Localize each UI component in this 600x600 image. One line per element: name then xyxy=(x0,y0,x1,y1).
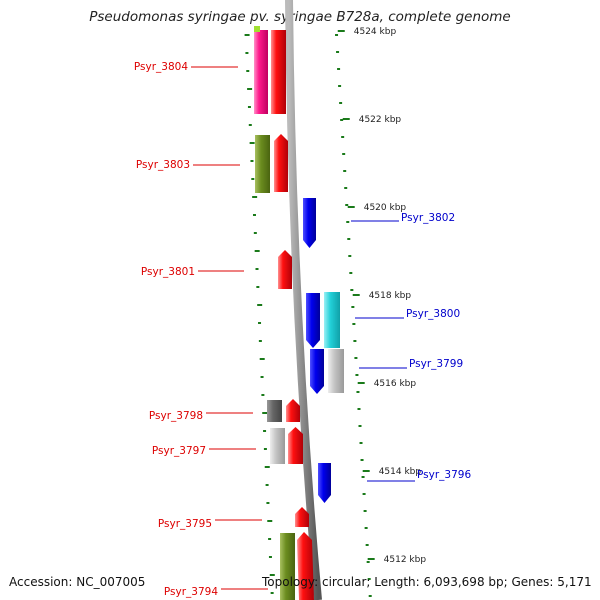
gene-psyr-3800-cds[interactable] xyxy=(324,292,340,348)
gene-labels: Psyr_3804 Psyr_3803 Psyr_3802 Psyr_3801 Psyr… xyxy=(134,61,472,598)
gene-label[interactable]: Psyr_3800 xyxy=(406,308,460,320)
gene-label[interactable]: Psyr_3803 xyxy=(136,159,190,171)
gene-psyr-3799[interactable] xyxy=(310,349,324,394)
genome-backbone xyxy=(285,0,322,600)
gene-psyr-3794-cds[interactable] xyxy=(280,533,295,600)
gene-psyr-3803-cds[interactable] xyxy=(255,135,270,193)
outer-ring-edge xyxy=(335,34,372,597)
gene-label[interactable]: Psyr_3796 xyxy=(417,469,471,481)
gene-psyr-3797[interactable] xyxy=(288,427,303,464)
gene-label[interactable]: Psyr_3801 xyxy=(141,266,195,278)
gene-features xyxy=(254,26,344,600)
scale-ticks: 4524 kbp 4522 kbp 4520 kbp 4518 kbp 4516 kbp… xyxy=(337,27,427,565)
gene-psyr-3797-cds[interactable] xyxy=(270,428,285,464)
scale-tick-label: 4512 kbp xyxy=(384,555,427,565)
scale-tick-label: 4518 kbp xyxy=(369,291,412,301)
topology-text: Topology: circular; Length: 6,093,698 bp… xyxy=(262,575,592,589)
scale-tick xyxy=(357,382,365,384)
scale-tick xyxy=(342,118,350,120)
scale-tick xyxy=(367,558,375,560)
scale-tick-label: 4516 kbp xyxy=(374,379,417,389)
gene-psyr-3802[interactable] xyxy=(303,198,316,248)
gene-label[interactable]: Psyr_3802 xyxy=(401,212,455,224)
gene-top-feature-green xyxy=(254,26,260,32)
gene-label[interactable]: Psyr_3798 xyxy=(149,410,203,422)
gene-label[interactable]: Psyr_3797 xyxy=(152,445,206,457)
scale-tick-label: 4524 kbp xyxy=(354,27,397,37)
gene-psyr-3801[interactable] xyxy=(278,250,292,289)
gene-psyr-3798[interactable] xyxy=(286,399,300,422)
gene-label[interactable]: Psyr_3804 xyxy=(134,61,188,73)
gene-label[interactable]: Psyr_3794 xyxy=(164,586,218,598)
gene-psyr-3796[interactable] xyxy=(318,463,331,503)
gene-label[interactable]: Psyr_3799 xyxy=(409,358,463,370)
scale-tick xyxy=(337,30,345,32)
gene-psyr-3804[interactable] xyxy=(271,30,286,114)
gene-label[interactable]: Psyr_3795 xyxy=(158,518,212,530)
accession-text: Accession: NC_007005 xyxy=(9,575,146,589)
scale-tick xyxy=(352,294,360,296)
scale-tick-label: 4514 kbp xyxy=(379,467,422,477)
gene-psyr-3794[interactable] xyxy=(297,532,314,600)
gene-psyr-3800[interactable] xyxy=(306,293,320,348)
scale-tick-label: 4522 kbp xyxy=(359,115,402,125)
gene-psyr-3795[interactable] xyxy=(295,507,309,527)
scale-tick xyxy=(362,470,370,472)
scale-tick-label: 4520 kbp xyxy=(364,203,407,213)
map-title: Pseudomonas syringae pv. syringae B728a,… xyxy=(89,9,511,25)
gene-psyr-3798-cds[interactable] xyxy=(267,400,282,422)
gene-psyr-3799-cds[interactable] xyxy=(328,349,344,393)
gene-psyr-3803[interactable] xyxy=(274,134,288,192)
scale-tick xyxy=(347,206,355,208)
gene-psyr-3804-cds[interactable] xyxy=(254,30,268,114)
inner-ring-edge xyxy=(244,34,275,594)
